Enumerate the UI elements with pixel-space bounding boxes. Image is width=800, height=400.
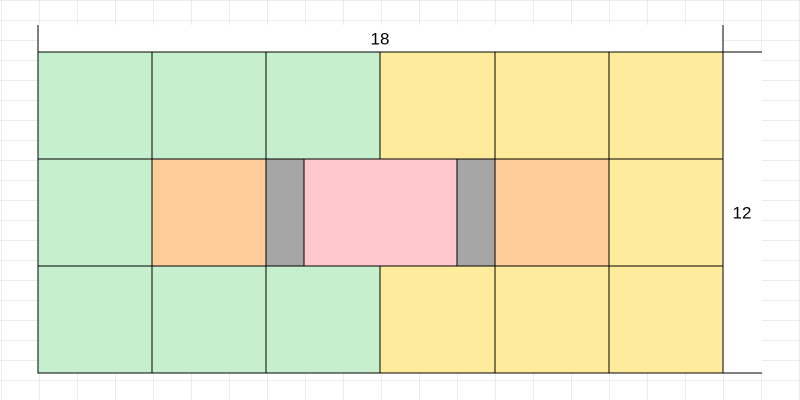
cell-green [265, 51, 381, 160]
cell-yellow [379, 265, 496, 374]
cell-yellow [494, 265, 610, 374]
height-label: 12 [733, 203, 752, 222]
cell-yellow [379, 51, 496, 160]
cell-yellow [494, 51, 610, 160]
cell-yellow [608, 51, 724, 160]
cell-green [151, 51, 267, 160]
cell-green [151, 265, 267, 374]
dimension-band-right [723, 52, 762, 373]
cell-yellow [608, 158, 724, 267]
row-2 [37, 158, 724, 267]
cell-grey [265, 158, 305, 267]
row-3 [37, 265, 724, 374]
cell-grey [456, 158, 496, 267]
cell-green [265, 265, 381, 374]
cell-pink [303, 158, 458, 267]
cell-green [37, 158, 153, 267]
cell-yellow [608, 265, 724, 374]
cell-orange [151, 158, 267, 267]
width-label: 18 [371, 29, 390, 48]
row-1 [37, 51, 724, 160]
cell-orange [494, 158, 610, 267]
dimension-band-top [38, 25, 723, 52]
cell-green [37, 265, 153, 374]
cell-green [37, 51, 153, 160]
